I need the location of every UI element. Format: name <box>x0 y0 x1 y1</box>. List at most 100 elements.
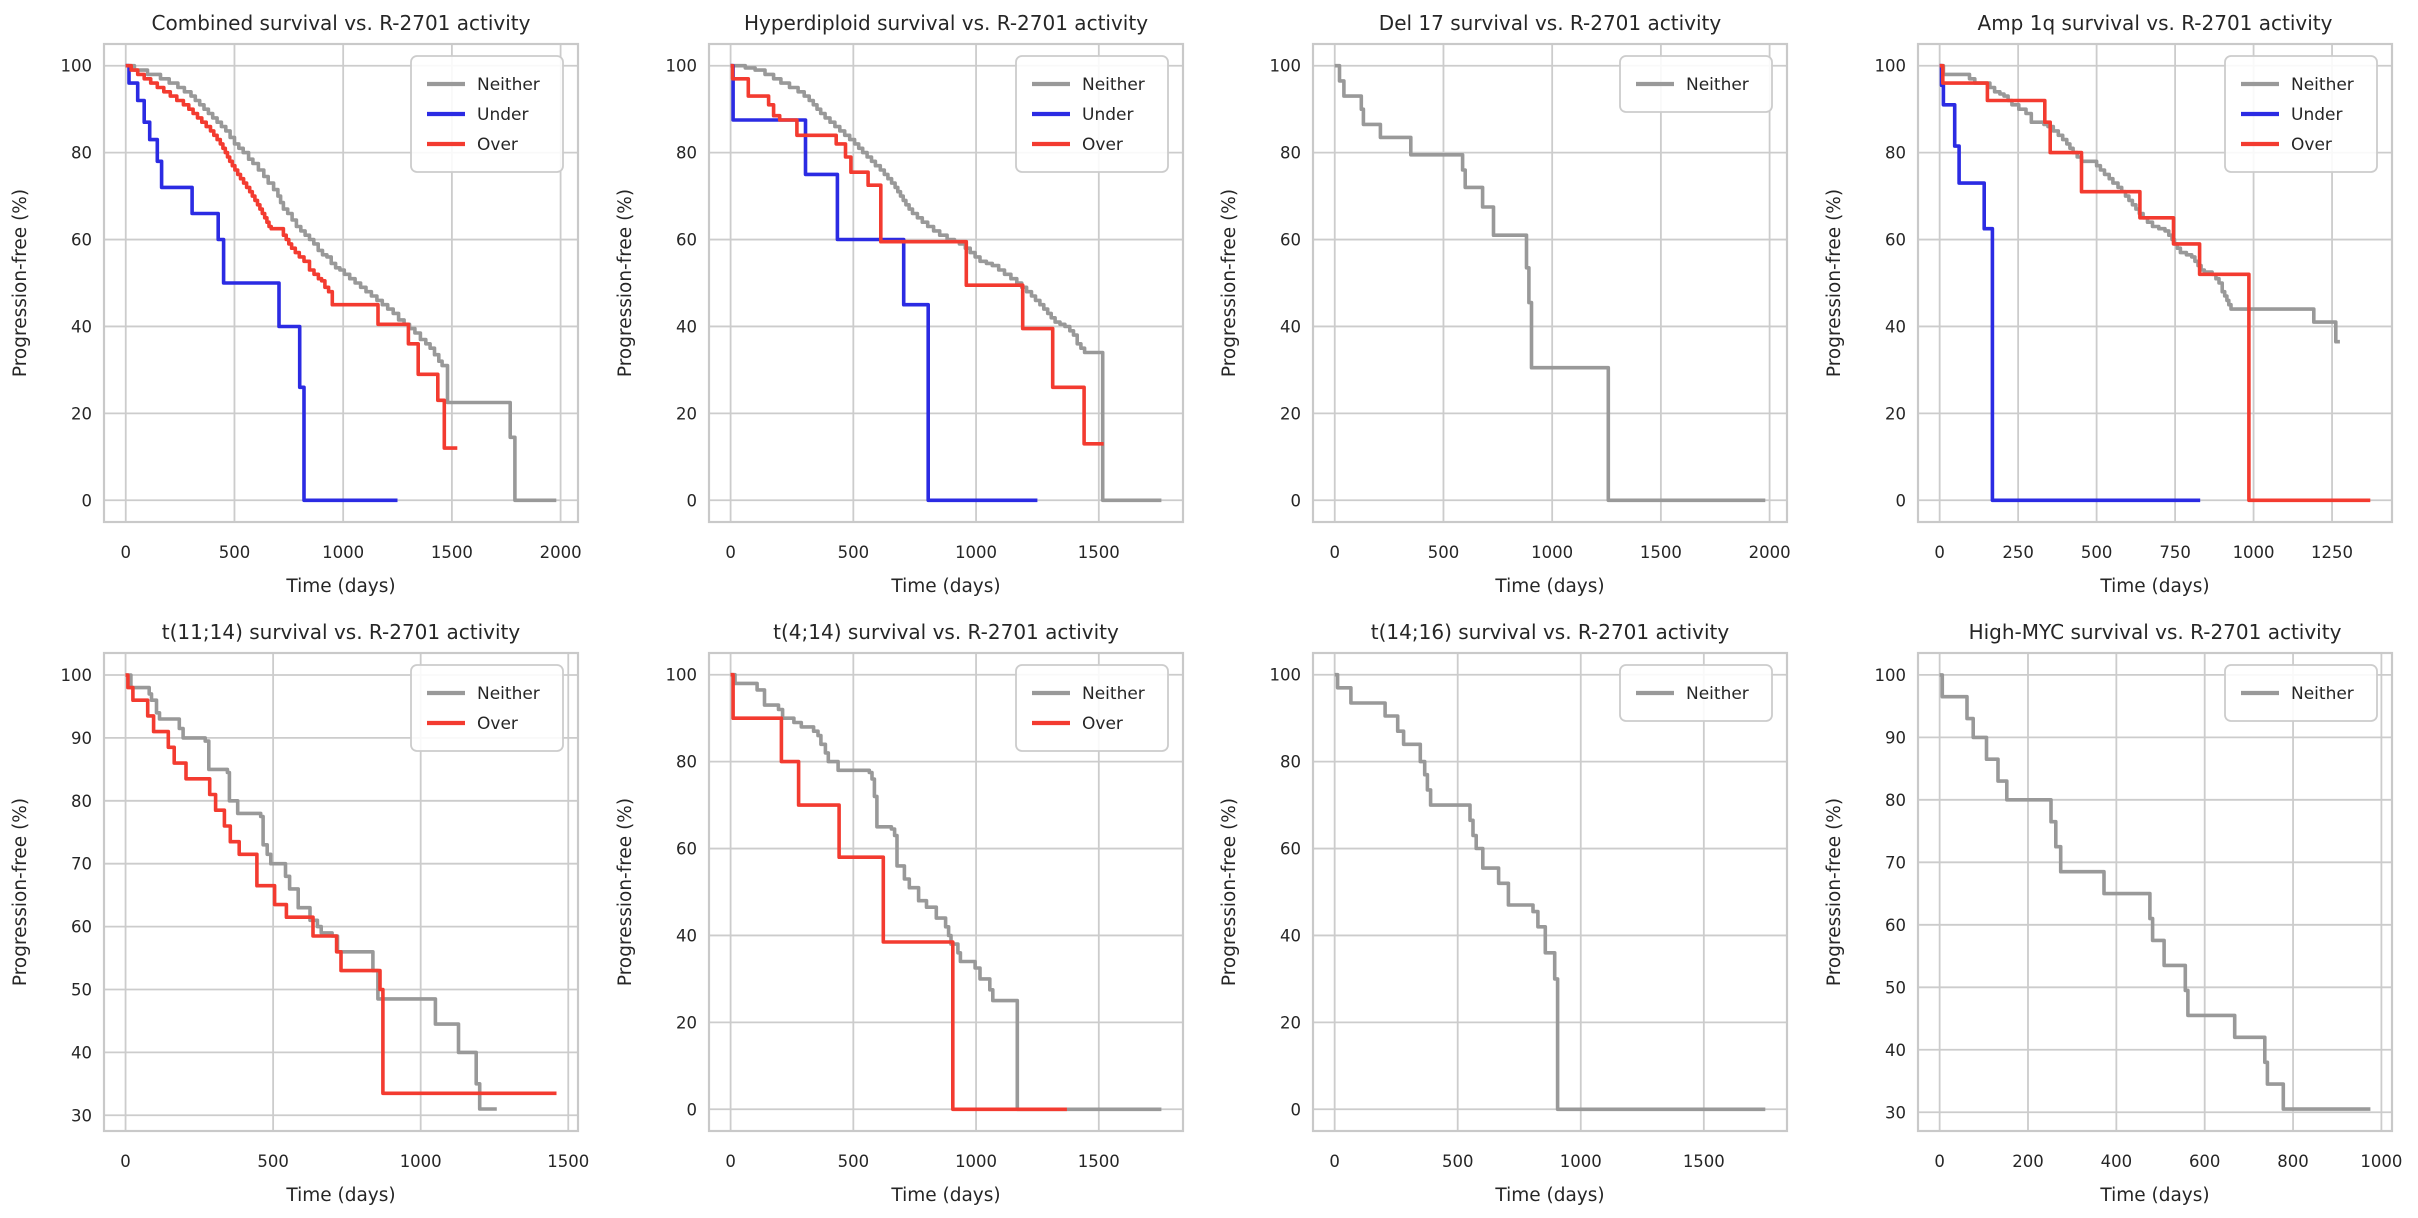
y-tick-label: 20 <box>1280 404 1301 423</box>
y-tick-label: 40 <box>71 317 92 336</box>
y-tick-label: 90 <box>71 729 92 748</box>
x-tick-label: 1500 <box>1683 1152 1725 1171</box>
subplot-hyperdiploid: 0 500 1000 1500 0 20 40 60 80 100 Hyperdiploid sur… <box>604 0 1209 609</box>
legend-box <box>410 664 564 752</box>
x-tick-label: 200 <box>2012 1152 2044 1171</box>
y-tick-label: 0 <box>1895 491 1906 510</box>
chart-title: t(4;14) survival vs. R-2701 activity <box>773 620 1119 644</box>
plot-border <box>1311 42 1789 524</box>
y-tick-label: 90 <box>1885 728 1906 747</box>
x-tick-label: 500 <box>837 1152 869 1171</box>
x-axis-label: Time (days) <box>1494 1185 1604 1206</box>
y-tick-label: 30 <box>71 1106 92 1125</box>
x-tick-label: 1000 <box>2232 543 2274 562</box>
chart-title: t(11;14) survival vs. R-2701 activity <box>162 620 521 644</box>
y-tick-label: 40 <box>1280 317 1301 336</box>
legend: Neither Under Over <box>2223 55 2378 173</box>
x-tick-label: 1000 <box>2360 1152 2402 1171</box>
y-tick-label: 0 <box>686 1100 697 1119</box>
legend-box <box>1619 664 1773 722</box>
legend-label-over: Over <box>477 135 518 155</box>
legend-box <box>2223 664 2378 722</box>
series-line-under <box>730 63 1037 503</box>
y-tick-label: 40 <box>1280 926 1301 945</box>
subplot-t4-14: 0 500 1000 1500 0 20 40 60 80 100 t(4;14) survival… <box>604 609 1209 1218</box>
x-tick-label: 1000 <box>1531 543 1573 562</box>
x-tick-label: 1000 <box>1560 1152 1602 1171</box>
x-axis-label: Time (days) <box>2099 1185 2209 1206</box>
plot-border <box>102 42 580 524</box>
y-tick-label: 50 <box>71 980 92 999</box>
y-tick-label: 40 <box>71 1043 92 1062</box>
y-tick-label: 50 <box>1885 978 1906 997</box>
x-axis-label: Time (days) <box>890 1185 1000 1206</box>
subplot-del17: 0 500 1000 1500 2000 0 20 40 60 80 100 Del 17 survi… <box>1209 0 1814 609</box>
y-tick-label: 60 <box>676 231 697 250</box>
series-line-neither <box>730 672 1161 1112</box>
y-tick-label: 20 <box>676 1013 697 1032</box>
y-tick-label: 0 <box>1291 1100 1302 1119</box>
legend-label-neither: Neither <box>1082 75 1145 95</box>
chart-t14-16: 0 500 1000 1500 0 20 40 60 80 100 t(14;16) surviva… <box>1209 609 1814 1218</box>
x-tick-label: 1000 <box>955 1152 997 1171</box>
chart-high-myc: 0 200 400 600 800 1000 30 40 50 60 70 80 90 100 High-M… <box>1813 609 2418 1218</box>
plot-border <box>707 42 1184 524</box>
x-tick-label: 0 <box>1934 543 1945 562</box>
x-tick-label: 1500 <box>1077 1152 1119 1171</box>
legend: Neither <box>1619 664 1773 722</box>
y-axis-label: Progression-free (%) <box>1824 798 1845 986</box>
legend-label-under: Under <box>477 105 528 125</box>
y-tick-label: 100 <box>665 666 697 685</box>
subplot-amp1q: 0 250 500 750 1000 1250 0 20 40 60 80 100 Amp 1q sur… <box>1813 0 2418 609</box>
legend-label-over: Over <box>2291 135 2332 155</box>
y-tick-label: 80 <box>676 753 697 772</box>
legend-label-neither: Neither <box>2291 75 2354 95</box>
y-tick-label: 60 <box>1280 840 1301 859</box>
y-tick-label: 80 <box>71 144 92 163</box>
legend-label-neither: Neither <box>1082 684 1145 704</box>
series-line-over <box>125 673 557 1096</box>
series-line-under <box>1939 63 2200 503</box>
y-tick-label: 60 <box>1885 231 1906 250</box>
x-tick-label: 1500 <box>1077 543 1119 562</box>
x-tick-label: 1500 <box>431 543 473 562</box>
x-tick-label: 1000 <box>400 1152 442 1171</box>
x-tick-label: 1500 <box>1640 543 1682 562</box>
legend-label-neither: Neither <box>1686 75 1749 95</box>
y-tick-label: 30 <box>1885 1103 1906 1122</box>
y-tick-label: 100 <box>1270 57 1302 76</box>
x-tick-label: 1500 <box>547 1152 589 1171</box>
plot-border <box>1311 651 1789 1133</box>
legend-label-under: Under <box>1082 105 1133 125</box>
y-tick-label: 20 <box>1885 404 1906 423</box>
legend-label-over: Over <box>477 714 518 734</box>
x-axis-label: Time (days) <box>285 576 395 597</box>
y-tick-label: 60 <box>1885 916 1906 935</box>
legend-label-neither: Neither <box>477 75 540 95</box>
legend: Neither Over <box>410 664 564 752</box>
chart-t4-14: 0 500 1000 1500 0 20 40 60 80 100 t(4;14) survival… <box>604 609 1209 1218</box>
x-tick-label: 0 <box>725 1152 736 1171</box>
y-tick-label: 0 <box>686 491 697 510</box>
x-tick-label: 500 <box>1428 543 1460 562</box>
subplot-t11-14: 0 500 1000 1500 30 40 50 60 70 80 90 100 t(11;14) su… <box>0 609 605 1218</box>
series-line-neither <box>125 63 557 503</box>
x-axis-label: Time (days) <box>2099 576 2209 597</box>
y-tick-label: 20 <box>1280 1013 1301 1032</box>
y-tick-label: 80 <box>676 144 697 163</box>
chart-amp1q: 0 250 500 750 1000 1250 0 20 40 60 80 100 Amp 1q sur… <box>1813 0 2418 609</box>
chart-title: Hyperdiploid survival vs. R-2701 activit… <box>743 11 1147 35</box>
y-tick-label: 60 <box>676 840 697 859</box>
x-tick-label: 250 <box>2002 543 2034 562</box>
x-tick-label: 0 <box>725 543 736 562</box>
subplot-t14-16: 0 500 1000 1500 0 20 40 60 80 100 t(14;16) surviva… <box>1209 609 1814 1218</box>
y-tick-label: 0 <box>82 491 93 510</box>
y-tick-label: 100 <box>665 57 697 76</box>
x-axis-label: Time (days) <box>1494 576 1604 597</box>
x-axis-label: Time (days) <box>890 576 1000 597</box>
x-tick-label: 1000 <box>955 543 997 562</box>
y-tick-label: 100 <box>61 57 93 76</box>
x-axis-label: Time (days) <box>285 1185 395 1206</box>
x-tick-label: 500 <box>1442 1152 1474 1171</box>
